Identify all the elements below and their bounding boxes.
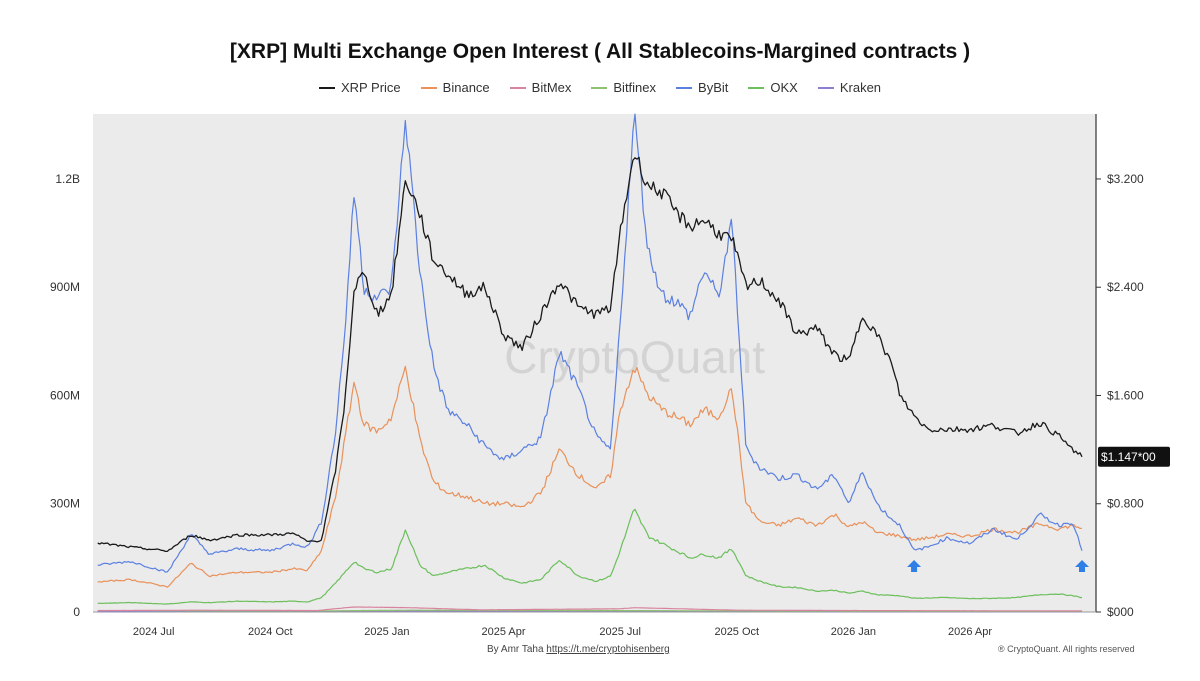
legend-label: OKX [770, 80, 798, 95]
legend-label: BitMex [531, 80, 572, 95]
legend-item[interactable]: OKX [748, 80, 798, 95]
arrow-up-icon [1075, 560, 1090, 572]
legend-swatch [748, 86, 765, 89]
left-tick-label: 900M [50, 280, 80, 294]
right-axis-ticks: $000 $0.800 $1.600 $2.400 $3.200 [1096, 172, 1144, 619]
legend-item[interactable]: Kraken [817, 80, 882, 95]
series-line-binance [97, 365, 1083, 588]
x-tick-label: 2024 Jul [133, 626, 175, 638]
current-price-label-text: $1.147*00 [1101, 450, 1156, 464]
right-tick-label: $000 [1107, 605, 1134, 619]
series-line-xrp-price [97, 156, 1083, 553]
footer-credit-link[interactable]: https://t.me/cryptohisenberg [546, 644, 670, 655]
series-line-bitmex [97, 606, 1082, 612]
right-tick-label: $2.400 [1107, 280, 1144, 294]
right-tick-label: $1.600 [1107, 388, 1144, 402]
legend-swatch [420, 86, 437, 89]
legend-label: Bitfinex [613, 80, 657, 95]
footer-credit: By Amr Taha https://t.me/cryptohisenberg [487, 644, 670, 655]
x-tick-label: 2025 Apr [482, 626, 526, 638]
series-line-okx [97, 508, 1083, 605]
legend-swatch [509, 86, 526, 89]
chart-title: [XRP] Multi Exchange Open Interest ( All… [229, 40, 971, 63]
legend-swatch [676, 86, 693, 89]
legend-swatch [318, 86, 335, 89]
current-price-label: $1.147*00 [1098, 446, 1170, 467]
left-tick-label: 0 [73, 605, 80, 619]
arrow-markers [907, 560, 1090, 572]
legend-label: ByBit [698, 80, 729, 95]
x-tick-label: 2025 Jul [599, 626, 641, 638]
left-axis-ticks: 0 300M 600M 900M 1.2B [50, 172, 80, 619]
current-price-label-bg [1098, 446, 1170, 467]
footer-copyright: ® CryptoQuant. All rights reserved [998, 644, 1135, 654]
right-tick-label: $0.800 [1107, 497, 1144, 511]
left-tick-label: 1.2B [55, 172, 80, 186]
right-tick-label: $3.200 [1107, 172, 1144, 186]
footer-credit-prefix: By Amr Taha [487, 644, 544, 655]
legend-label: XRP Price [340, 80, 401, 95]
x-axis-ticks: 2024 Jul 2024 Oct 2025 Jan 2025 Apr 2025 Jul… [133, 626, 993, 638]
legend-item[interactable]: Binance [420, 80, 490, 95]
x-tick-label: 2025 Oct [714, 626, 759, 638]
x-tick-label: 2025 Jan [364, 626, 409, 638]
legend-swatch [817, 86, 834, 89]
legend-item[interactable]: ByBit [676, 80, 728, 95]
left-tick-label: 300M [50, 497, 80, 511]
series-layer [97, 113, 1083, 613]
left-tick-label: 600M [50, 388, 80, 402]
legend-item[interactable]: BitMex [509, 80, 572, 95]
legend-item[interactable]: Bitfinex [591, 80, 656, 95]
plot-background [93, 114, 1096, 612]
x-tick-label: 2026 Jan [831, 626, 876, 638]
x-tick-label: 2026 Apr [948, 626, 992, 638]
watermark: CryptoQuant [504, 331, 765, 383]
arrow-up-icon [907, 560, 922, 572]
legend-item[interactable]: XRP Price [318, 80, 401, 95]
x-tick-label: 2024 Oct [248, 626, 293, 638]
legend-label: Binance [442, 80, 490, 95]
series-line-bybit [97, 113, 1083, 573]
chart-legend: XRP Price Binance BitMex Bitfinex ByBit OKX Kr… [0, 80, 1200, 95]
legend-label: Kraken [839, 80, 882, 95]
legend-swatch [591, 86, 608, 89]
